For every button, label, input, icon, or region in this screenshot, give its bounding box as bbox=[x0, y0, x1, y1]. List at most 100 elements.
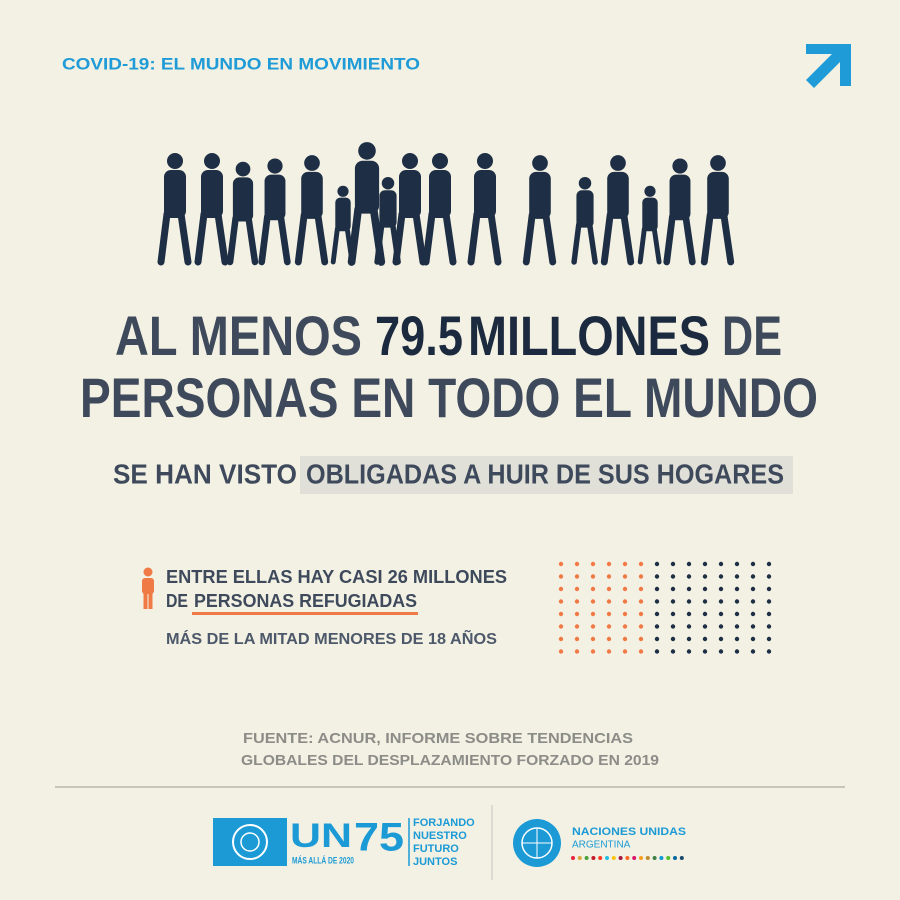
un75-number: 75 bbox=[354, 816, 404, 860]
silhouette-body bbox=[669, 174, 691, 221]
un75-mark: UN bbox=[290, 817, 352, 855]
silhouette-legs bbox=[467, 210, 502, 266]
dot bbox=[670, 561, 676, 567]
silhouette-body bbox=[264, 174, 286, 221]
dot bbox=[574, 611, 580, 617]
dot bbox=[654, 624, 660, 629]
sdg-dot bbox=[679, 856, 684, 860]
dot bbox=[702, 574, 708, 579]
dot bbox=[686, 586, 692, 592]
motto-line: NUESTRO bbox=[413, 830, 467, 842]
headline-unit: MILLONES bbox=[468, 304, 710, 367]
silhouette-head bbox=[267, 158, 283, 174]
sdg-dot bbox=[591, 856, 596, 860]
dot bbox=[606, 599, 612, 604]
silhouette-legs bbox=[258, 213, 291, 266]
dot bbox=[638, 561, 644, 567]
dot bbox=[654, 599, 660, 604]
org-name: NACIONES UNIDAS bbox=[572, 826, 686, 838]
dot bbox=[622, 599, 628, 604]
refugee-text: ENTRE ELLAS HAY CASI 26 MILLONES bbox=[166, 567, 507, 587]
dot-grid bbox=[558, 561, 772, 654]
silhouette-legs bbox=[700, 211, 735, 266]
silhouette-head bbox=[644, 185, 656, 197]
dot bbox=[622, 636, 628, 642]
silhouette-legs bbox=[571, 221, 598, 265]
dot bbox=[590, 611, 596, 617]
silhouette-head bbox=[672, 158, 688, 174]
subheadline-highlight: OBLIGADAS A HUIR DE SUS HOGARES bbox=[306, 458, 784, 489]
dot bbox=[766, 636, 772, 642]
sdg-dot bbox=[659, 856, 664, 860]
sdg-dot bbox=[652, 856, 657, 860]
dot bbox=[654, 586, 660, 592]
dot bbox=[654, 574, 660, 579]
sdg-dot bbox=[598, 856, 603, 860]
dot bbox=[558, 611, 564, 617]
dot bbox=[766, 586, 772, 592]
dot bbox=[718, 599, 724, 604]
dot bbox=[750, 561, 756, 567]
silhouette-body bbox=[576, 190, 594, 228]
silhouette-body bbox=[301, 171, 323, 219]
silhouette-body bbox=[164, 170, 186, 218]
dot bbox=[750, 649, 756, 654]
silhouette-body bbox=[335, 197, 351, 232]
silhouette-head bbox=[477, 153, 493, 169]
dot bbox=[574, 574, 580, 579]
silhouette-body bbox=[429, 170, 451, 218]
dot bbox=[670, 636, 676, 642]
person-icon bbox=[142, 567, 154, 609]
dot bbox=[702, 586, 708, 592]
headline-text: DE bbox=[722, 304, 782, 367]
silhouette-legs bbox=[637, 225, 662, 265]
sdg-dot bbox=[584, 856, 589, 860]
silhouette-head bbox=[304, 155, 320, 171]
silhouette-head bbox=[578, 176, 592, 190]
dot bbox=[654, 636, 660, 642]
underline bbox=[192, 612, 418, 615]
dot bbox=[558, 586, 564, 592]
refugee-underlined: PERSONAS REFUGIADAS bbox=[194, 591, 417, 611]
silhouette-body bbox=[529, 171, 551, 219]
sdg-dot bbox=[639, 856, 643, 860]
sdg-dot bbox=[577, 856, 582, 860]
headline-text: PERSONAS EN TODO EL MUNDO bbox=[80, 366, 818, 429]
dot bbox=[734, 624, 740, 629]
dot bbox=[718, 636, 724, 642]
dot bbox=[750, 611, 756, 617]
dot bbox=[766, 599, 772, 604]
refugee-text: DE bbox=[166, 591, 188, 611]
sdg-dot bbox=[632, 856, 637, 860]
refugee-note: MÁS DE LA MITAD MENORES DE 18 AÑOS bbox=[166, 628, 497, 648]
dot bbox=[702, 649, 708, 654]
dot bbox=[750, 624, 756, 629]
un75-tagline: MÁS ALLÁ DE 2020 bbox=[292, 855, 354, 865]
sdg-dots bbox=[571, 856, 684, 860]
dot bbox=[638, 574, 644, 579]
silhouettes bbox=[157, 142, 735, 266]
dot bbox=[702, 611, 708, 617]
dot bbox=[718, 561, 724, 567]
sdg-dot bbox=[618, 856, 623, 860]
dot bbox=[606, 624, 612, 629]
silhouette-body bbox=[201, 170, 223, 218]
dot bbox=[638, 624, 644, 629]
silhouette-head bbox=[167, 153, 183, 169]
dot bbox=[654, 611, 660, 617]
dot bbox=[590, 624, 596, 629]
dot bbox=[686, 611, 692, 617]
subheadline: SE HAN VISTO bbox=[113, 458, 297, 489]
sdg-dot bbox=[645, 856, 650, 860]
sdg-dot bbox=[625, 856, 630, 860]
silhouette-legs bbox=[600, 211, 635, 266]
dot bbox=[638, 586, 644, 592]
dot bbox=[622, 574, 628, 579]
dot bbox=[766, 561, 772, 567]
dot bbox=[670, 624, 676, 629]
dot bbox=[718, 586, 724, 592]
silhouette-legs bbox=[392, 210, 427, 266]
dot bbox=[750, 586, 756, 592]
